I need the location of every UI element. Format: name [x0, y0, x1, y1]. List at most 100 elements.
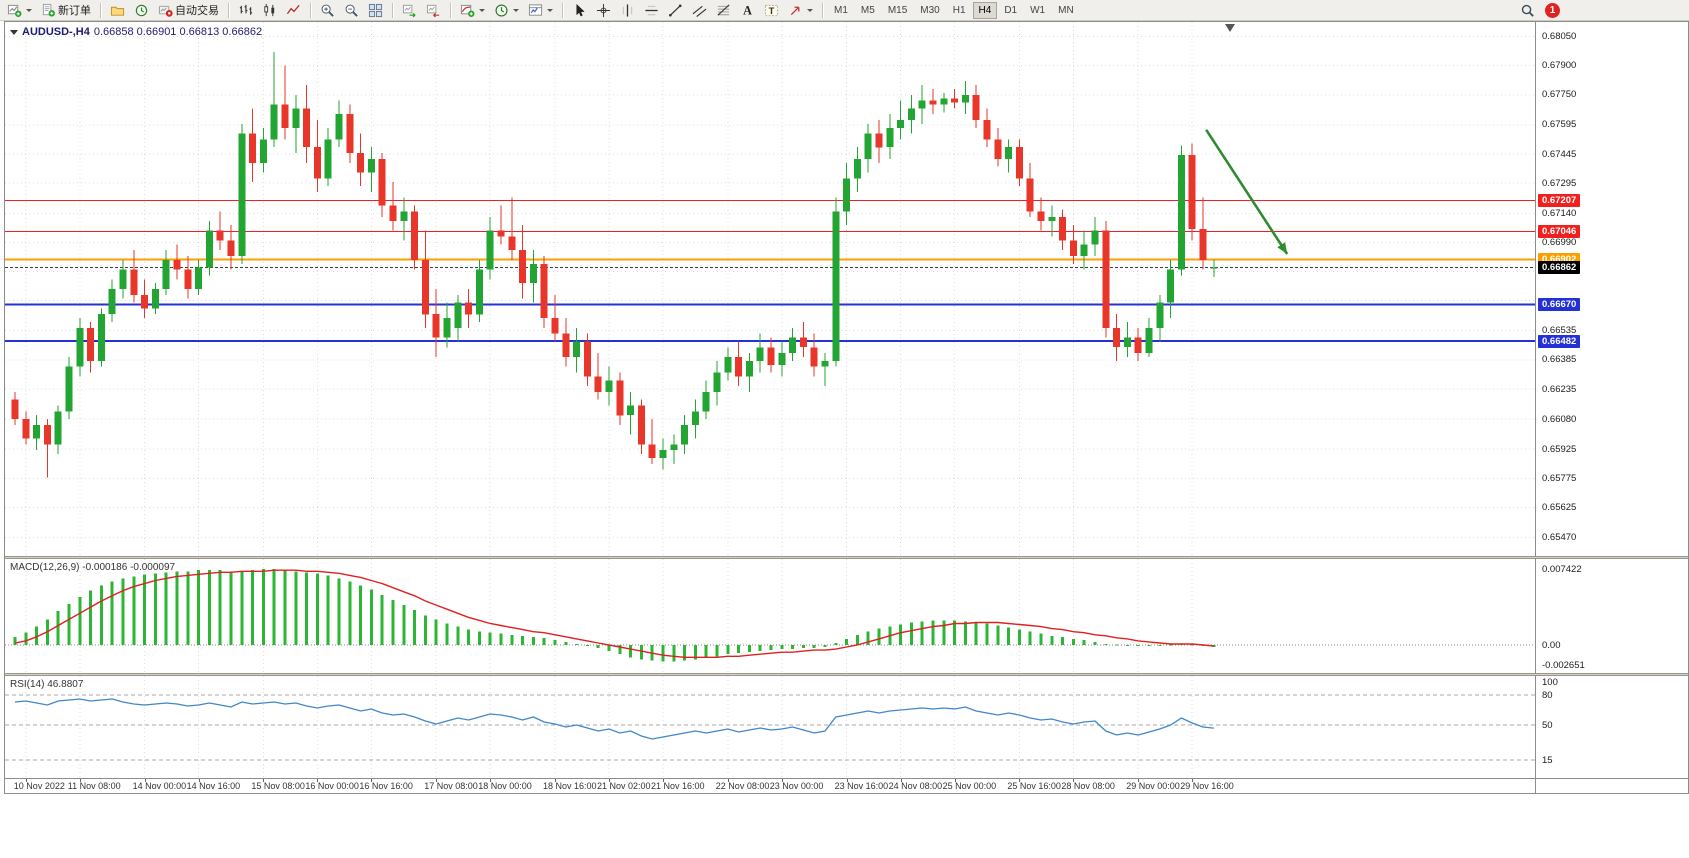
- price-tick-label: 0.65925: [1542, 443, 1577, 455]
- chart-symbol-timeframe: AUDUSD-,H4: [22, 26, 90, 38]
- macd-max-label: 0.007422: [1542, 564, 1582, 575]
- hline-price-badge: 0.66670: [1538, 298, 1581, 311]
- time-tick: [781, 779, 783, 782]
- price-tick-label: 0.67445: [1542, 148, 1577, 160]
- text-label-button[interactable]: T: [760, 1, 783, 20]
- svg-text:A: A: [743, 3, 752, 17]
- time-axis[interactable]: 10 Nov 2022 11 Nov 08:00 14 Nov 00:00 14 No…: [5, 778, 1688, 794]
- tile-windows-button[interactable]: [364, 1, 387, 20]
- panel-splitter[interactable]: [5, 673, 1688, 676]
- price-tick-label: 0.67750: [1542, 89, 1577, 101]
- toolbar-separator: [822, 2, 823, 18]
- price-tick-label: 0.66535: [1542, 325, 1577, 337]
- time-axis-label: 21 Nov 16:00: [651, 781, 705, 791]
- rsi-chart-svg[interactable]: [5, 676, 1536, 778]
- macd-axis[interactable]: 0.007422 0.00 -0.002651: [1536, 559, 1688, 673]
- macd-plot-area[interactable]: MACD(12,26,9) -0.000186 -0.000097: [5, 559, 1536, 673]
- zoom-out-button[interactable]: [340, 1, 363, 20]
- chart-shift-icon: [426, 3, 441, 18]
- svg-text:T: T: [769, 5, 775, 15]
- search-icon: [1520, 3, 1535, 18]
- text-icon: A: [740, 3, 755, 18]
- zoom-in-button[interactable]: [316, 1, 339, 20]
- hline-price-badge: 0.67046: [1538, 225, 1581, 238]
- macd-panel: MACD(12,26,9) -0.000186 -0.000097 0.0074…: [5, 559, 1688, 673]
- time-axis-label: 15 Nov 08:00: [251, 781, 305, 791]
- macd-chart-svg[interactable]: [5, 559, 1536, 673]
- autotrading-button[interactable]: 自动交易: [154, 1, 223, 20]
- rsi-axis[interactable]: 100 80 50 15: [1536, 676, 1688, 778]
- toolbar-separator: [310, 2, 311, 18]
- equidistant-channel-button[interactable]: [688, 1, 711, 20]
- macd-signal-line: [14, 569, 1214, 659]
- time-axis-label: 21 Nov 02:00: [597, 781, 651, 791]
- price-chart-plot-area[interactable]: AUDUSD-,H4 0.66858 0.66901 0.66813 0.668…: [5, 22, 1536, 556]
- auto-scroll-icon: [402, 3, 417, 18]
- macd-zero-label: 0.00: [1542, 640, 1561, 651]
- toolbar-separator: [562, 2, 563, 18]
- cursor-button[interactable]: [568, 1, 591, 20]
- indicators-button[interactable]: [456, 1, 489, 20]
- timeframe-M30-button[interactable]: M30: [920, 4, 940, 16]
- rsi-label: RSI(14) 46.8807: [10, 679, 84, 690]
- one-click-trading-toggle-icon[interactable]: [10, 29, 18, 35]
- timeframe-M5-button[interactable]: M5: [860, 4, 875, 16]
- timeframe-H1-button[interactable]: H1: [952, 4, 966, 16]
- horizontal-line-button[interactable]: [640, 1, 663, 20]
- bar-chart-button[interactable]: [234, 1, 257, 20]
- timeframe-MN-button[interactable]: MN: [1058, 4, 1074, 16]
- notification-badge[interactable]: 1: [1545, 2, 1560, 18]
- auto-scroll-button[interactable]: [398, 1, 421, 20]
- price-axis[interactable]: 0.68050 0.67900 0.67750 0.67595 0.67445 0.672…: [1536, 22, 1688, 556]
- zoom-out-icon: [344, 3, 359, 18]
- time-axis-label: 25 Nov 00:00: [942, 781, 997, 791]
- search-button[interactable]: [1516, 1, 1539, 20]
- time-tick: [555, 779, 556, 782]
- macd-grid-layer: [5, 559, 1535, 673]
- rsi-tick-label: 80: [1542, 690, 1553, 701]
- timeframe-W1-button[interactable]: W1: [1030, 4, 1046, 16]
- time-axis-label: 28 Nov 08:00: [1061, 781, 1115, 791]
- candlestick-chart-button[interactable]: [258, 1, 281, 20]
- crosshair-button[interactable]: [592, 1, 615, 20]
- timeframe-H4-button[interactable]: H4: [972, 1, 998, 19]
- price-tick-label: 0.65470: [1542, 532, 1577, 544]
- periods-button[interactable]: [490, 1, 523, 20]
- templates-button[interactable]: [524, 1, 557, 20]
- rsi-line: [14, 698, 1214, 740]
- macd-label: MACD(12,26,9) -0.000186 -0.000097: [10, 562, 176, 573]
- line-chart-icon: [286, 3, 301, 18]
- time-tick: [1138, 779, 1140, 782]
- rsi-tick-label: 100: [1542, 677, 1558, 688]
- candlestick-chart-svg[interactable]: [5, 22, 1536, 556]
- timeframe-M15-button[interactable]: M15: [887, 4, 908, 16]
- chart-shift-button[interactable]: [422, 1, 445, 20]
- crosshair-icon: [596, 3, 611, 18]
- timeframe-M1-button[interactable]: M1: [834, 4, 848, 16]
- line-chart-button[interactable]: [282, 1, 305, 20]
- new-chart-button[interactable]: [3, 1, 36, 20]
- panel-splitter[interactable]: [5, 556, 1688, 559]
- indicators-icon: [460, 3, 475, 18]
- time-tick: [727, 779, 729, 782]
- new-order-button[interactable]: 新订单: [37, 1, 95, 20]
- trendline-icon: [668, 3, 683, 18]
- periods-icon: [494, 3, 509, 18]
- rsi-plot-area[interactable]: RSI(14) 46.8807: [5, 676, 1536, 778]
- dropdown-caret-icon: [547, 8, 553, 12]
- trend-arrow-annotation[interactable]: [1205, 129, 1289, 255]
- text-button[interactable]: A: [736, 1, 759, 20]
- fibonacci-button[interactable]: [712, 1, 735, 20]
- time-axis-label: 23 Nov 16:00: [834, 781, 889, 791]
- timeframe-D1-button[interactable]: D1: [1004, 4, 1018, 16]
- trendline-button[interactable]: [664, 1, 687, 20]
- chart-shift-marker-icon[interactable]: [1225, 24, 1235, 32]
- arrows-button[interactable]: [784, 1, 817, 20]
- vertical-line-button[interactable]: [616, 1, 639, 20]
- toolbar-separator: [100, 2, 101, 18]
- refresh-button[interactable]: [130, 1, 153, 20]
- profiles-button[interactable]: [106, 1, 129, 20]
- tile-windows-icon: [368, 3, 383, 18]
- refresh-icon: [134, 3, 149, 18]
- horizontal-lines-layer[interactable]: [5, 199, 1536, 342]
